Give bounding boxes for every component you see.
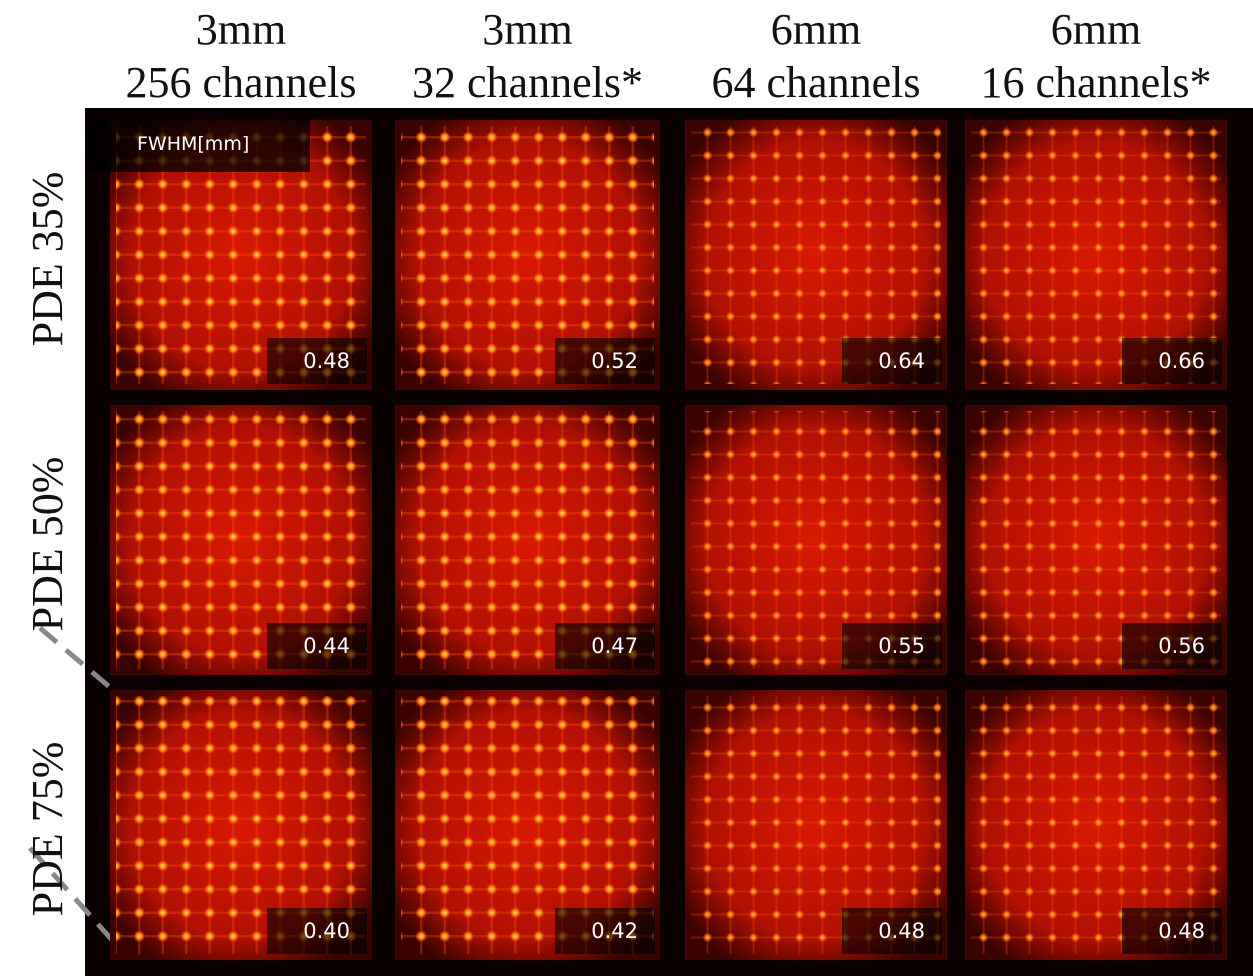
value-box (842, 623, 942, 669)
dashed-line (28, 846, 114, 942)
value-box (267, 908, 367, 954)
legend-label: FWHM[mm] (137, 133, 249, 155)
fwhm-value: 0.48 (878, 919, 925, 943)
fwhm-value: 0.48 (303, 349, 350, 373)
fwhm-value: 0.56 (1158, 634, 1205, 658)
column-title: 6mm (1051, 5, 1141, 54)
column-subtitle: 64 channels (712, 58, 921, 107)
value-box (1122, 623, 1222, 669)
value-box (555, 338, 655, 384)
fwhm-value: 0.47 (591, 634, 638, 658)
value-box (555, 908, 655, 954)
column-subtitle: 16 channels* (981, 58, 1212, 107)
value-box (267, 338, 367, 384)
fwhm-value: 0.66 (1158, 349, 1205, 373)
value-box (267, 623, 367, 669)
row-label: PDE 50% (23, 457, 72, 632)
row-label: PDE 35% (23, 172, 72, 347)
fwhm-value: 0.42 (591, 919, 638, 943)
row-label: PDE 75% (23, 742, 72, 917)
value-box (1122, 908, 1222, 954)
column-title: 3mm (482, 5, 572, 54)
value-box (842, 338, 942, 384)
fwhm-value: 0.55 (878, 634, 925, 658)
fwhm-value: 0.64 (878, 349, 925, 373)
legend-box (88, 120, 310, 172)
fwhm-value: 0.48 (1158, 919, 1205, 943)
column-subtitle: 32 channels* (412, 58, 643, 107)
fwhm-value: 0.44 (303, 634, 350, 658)
column-title: 3mm (196, 5, 286, 54)
column-subtitle: 256 channels (126, 58, 357, 107)
value-box (842, 908, 942, 954)
value-box (555, 623, 655, 669)
fwhm-value: 0.40 (303, 919, 350, 943)
value-box (1122, 338, 1222, 384)
fwhm-value: 0.52 (591, 349, 638, 373)
dashed-line (38, 626, 127, 702)
column-title: 6mm (771, 5, 861, 54)
